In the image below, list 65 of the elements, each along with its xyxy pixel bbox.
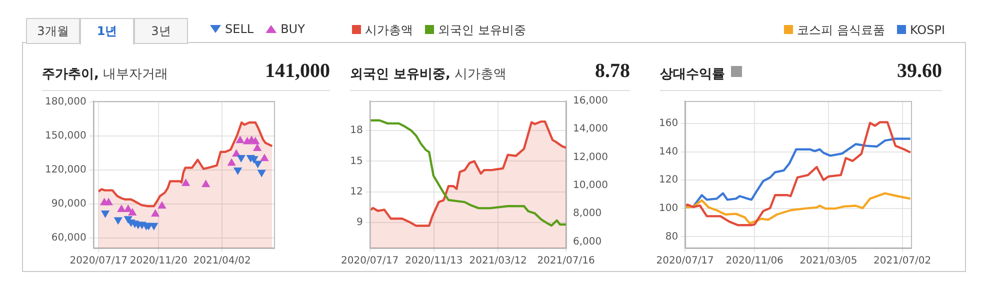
y-tick-label: 90,000 (51, 198, 86, 210)
x-tick-label: 2020/11/13 (405, 256, 463, 267)
y-tick-label: 140 (658, 146, 678, 158)
y-tick-label: 60,000 (51, 232, 86, 244)
point (104, 198, 113, 206)
x-tick-label: 2021/04/02 (193, 256, 251, 267)
y-tick-label: 9 (356, 217, 363, 228)
point (124, 205, 132, 212)
y2-tick-label: 16,000 (573, 96, 608, 107)
legend-label: 시가총액 (364, 23, 413, 37)
chart-subtitle: 내부자거래 (102, 67, 168, 82)
point (260, 154, 268, 162)
text: 141,000 (265, 60, 330, 83)
y-tick-label: 180,000 (44, 96, 86, 108)
text: 1년 (80, 18, 134, 45)
y-tick-label: 100 (658, 203, 678, 214)
legend-label: 외국인 보유비중 (437, 23, 526, 37)
y2-tick-label: 10,000 (573, 180, 608, 191)
point (236, 136, 244, 144)
x-tick-label: 2020/07/17 (341, 256, 399, 267)
y-tick-label: 120,000 (44, 164, 86, 176)
x-tick-label: 2020/11/20 (130, 256, 188, 267)
x-tick-label: 2020/07/17 (656, 256, 714, 267)
y-tick-label: 160 (658, 118, 678, 130)
point (251, 137, 260, 144)
text: 39.60 (897, 60, 942, 83)
y2-tick-label: 8,000 (573, 208, 602, 220)
y-tick-label: 12 (350, 186, 363, 198)
legend-label: KOSPI (908, 23, 945, 37)
x-tick-label: 2021/03/12 (469, 256, 527, 267)
chart-subtitle: 시가총액 (454, 67, 507, 82)
y-tick-label: 80 (665, 231, 678, 242)
legend-label: 코스피 음식료품 (796, 23, 885, 37)
point (182, 179, 190, 186)
chart-title: 외국인 보유비중, (350, 67, 450, 82)
x-tick-label: 2021/03/05 (800, 256, 858, 267)
point (118, 205, 126, 212)
x-tick-label: 2020/07/17 (70, 256, 128, 267)
text: 3개월 (26, 18, 80, 44)
legend-label: SELL (224, 22, 254, 36)
x-tick-label: 2021/07/02 (873, 256, 932, 267)
text: 8.78 (595, 60, 630, 83)
point (234, 167, 242, 174)
chart-title: 상대수익률 (660, 66, 726, 83)
y-tick-label: 18 (350, 125, 363, 136)
y2-tick-label: 6,000 (573, 236, 602, 248)
y2-tick-label: 12,000 (573, 152, 608, 163)
chart-title: 주가추이, (42, 67, 99, 82)
point (151, 210, 160, 217)
text: 3년 (134, 18, 188, 44)
x-tick-label: 2020/11/06 (726, 256, 784, 267)
y-tick-label: 150,000 (44, 130, 86, 142)
point (253, 144, 262, 151)
y2-tick-label: 14,000 (573, 124, 608, 135)
y-tick-label: 120 (658, 174, 678, 186)
point (150, 222, 158, 230)
point (128, 208, 136, 216)
y-tick-label: 15 (350, 156, 363, 167)
point (114, 217, 122, 224)
point (101, 210, 110, 218)
x-tick-label: 2021/07/16 (537, 256, 595, 267)
point (202, 180, 210, 188)
legend-label: BUY (280, 22, 305, 36)
point (158, 202, 166, 209)
point (228, 158, 236, 166)
